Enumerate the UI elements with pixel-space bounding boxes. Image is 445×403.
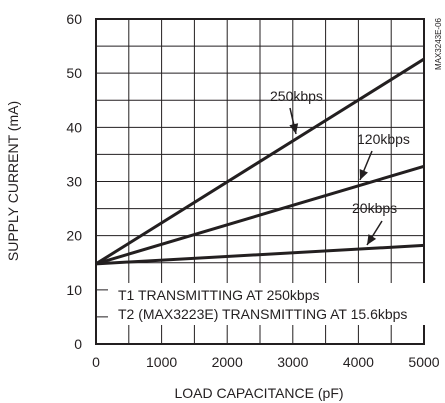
y-tick-label: 30: [66, 174, 82, 190]
leader-arrowhead: [289, 123, 298, 134]
annotation-line-1: T1 TRANSMITTING AT 250kbps: [118, 287, 320, 303]
x-tick-label: 5000: [408, 354, 439, 370]
y-tick-label: 50: [66, 65, 82, 81]
series-label-20kbps: 20kbps: [352, 200, 397, 216]
y-tick-label: 60: [66, 11, 82, 27]
x-tick-label: 4000: [343, 354, 374, 370]
x-tick-label: 0: [92, 354, 100, 370]
y-tick-label: 20: [66, 228, 82, 244]
y-axis-label: SUPPLY CURRENT (mA): [5, 101, 21, 261]
series-label-120kbps: 120kbps: [357, 131, 410, 147]
annotation-line-2: T2 (MAX3223E) TRANSMITTING AT 15.6kbps: [118, 306, 407, 322]
y-tick-label: 10: [66, 282, 82, 298]
x-tick-label: 2000: [212, 354, 243, 370]
x-tick-label: 3000: [277, 354, 308, 370]
x-tick-labels: 0 1000 2000 3000 4000 5000: [92, 354, 440, 370]
figure-id: MAX3243E-06: [434, 17, 443, 70]
y-tick-label: 0: [74, 336, 82, 352]
series-label-250kbps: 250kbps: [270, 88, 323, 104]
y-tick-labels: 0 10 20 30 40 50 60: [66, 11, 82, 352]
x-axis-label: LOAD CAPACITANCE (pF): [174, 385, 343, 401]
y-tick-label: 40: [66, 119, 82, 135]
x-tick-label: 1000: [146, 354, 177, 370]
